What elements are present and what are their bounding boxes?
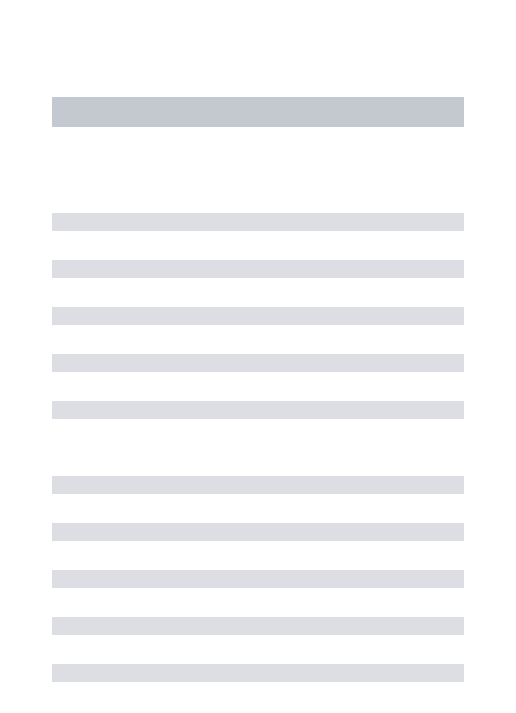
text-line-placeholder [52, 523, 464, 541]
section-gap [52, 448, 464, 476]
text-line-placeholder [52, 570, 464, 588]
text-line-placeholder [52, 260, 464, 278]
text-line-placeholder [52, 664, 464, 682]
text-line-placeholder [52, 617, 464, 635]
skeleton-container [0, 0, 516, 682]
header-placeholder [52, 97, 464, 127]
text-line-placeholder [52, 307, 464, 325]
text-line-placeholder [52, 213, 464, 231]
text-line-placeholder [52, 354, 464, 372]
text-line-placeholder [52, 401, 464, 419]
text-line-placeholder [52, 476, 464, 494]
